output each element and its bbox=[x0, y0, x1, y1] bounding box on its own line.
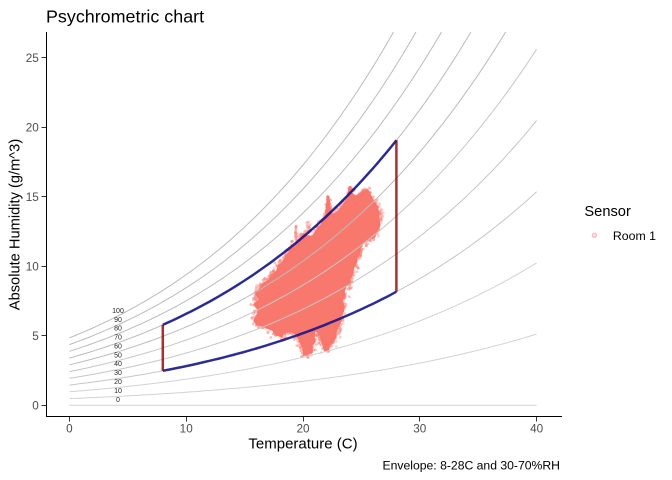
svg-text:20: 20 bbox=[296, 422, 310, 435]
svg-text:0: 0 bbox=[66, 422, 73, 435]
svg-text:0: 0 bbox=[116, 397, 120, 404]
svg-text:5: 5 bbox=[32, 330, 39, 343]
svg-text:Psychrometric chart: Psychrometric chart bbox=[46, 7, 204, 27]
svg-text:100: 100 bbox=[112, 308, 124, 315]
svg-text:10: 10 bbox=[180, 422, 194, 435]
svg-text:70: 70 bbox=[114, 335, 122, 342]
svg-text:Absolute Humidity (g/m^3): Absolute Humidity (g/m^3) bbox=[8, 139, 24, 310]
svg-text:40: 40 bbox=[530, 422, 544, 435]
svg-text:10: 10 bbox=[114, 388, 122, 395]
svg-text:10: 10 bbox=[26, 260, 40, 273]
svg-text:60: 60 bbox=[114, 344, 122, 351]
svg-text:80: 80 bbox=[114, 326, 122, 333]
svg-text:20: 20 bbox=[114, 379, 122, 386]
svg-text:40: 40 bbox=[114, 361, 122, 368]
svg-text:30: 30 bbox=[114, 370, 122, 377]
svg-text:Temperature (C): Temperature (C) bbox=[248, 436, 357, 453]
svg-text:Envelope: 8-28C and 30-70%RH: Envelope: 8-28C and 30-70%RH bbox=[382, 459, 560, 473]
svg-text:15: 15 bbox=[26, 191, 40, 204]
svg-text:0: 0 bbox=[32, 400, 39, 413]
svg-text:20: 20 bbox=[26, 121, 40, 134]
svg-text:Room 1: Room 1 bbox=[613, 229, 656, 243]
svg-text:Sensor: Sensor bbox=[584, 204, 631, 220]
svg-text:25: 25 bbox=[26, 52, 40, 65]
svg-text:50: 50 bbox=[114, 352, 122, 359]
svg-text:90: 90 bbox=[114, 317, 122, 324]
svg-text:30: 30 bbox=[413, 422, 427, 435]
